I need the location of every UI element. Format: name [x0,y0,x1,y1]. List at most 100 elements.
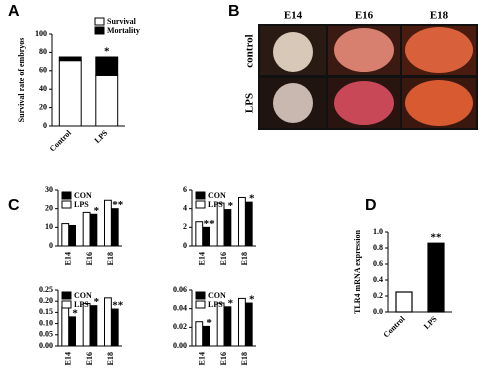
bar [82,211,91,247]
y-tick-label: 0.00 [39,341,53,350]
legend-swatch [94,17,105,26]
significance-marker: * [228,297,234,309]
image-content [273,32,313,72]
y-tick-label: 0.6 [373,259,383,268]
legend-label: Mortality [107,26,140,35]
bar [216,202,225,247]
y-tick-label: 20 [39,102,47,111]
column-label: E14 [284,10,303,22]
x-tick-label: E16 [219,352,228,365]
legend-label: LPS [74,200,89,209]
y-tick-label: 0.05 [39,330,53,339]
bar-segment [58,60,82,127]
panel-label: A [8,3,20,20]
bar-segment [95,56,119,76]
bar [61,223,70,247]
bar-segment [95,74,119,127]
row-label: LPS [244,93,256,113]
bar [238,196,246,247]
bar [61,306,70,347]
y-tick-label: 1.0 [373,227,383,236]
y-tick-label: 10 [45,222,53,231]
y-tick-label: 0.06 [173,285,187,294]
legend-swatch [61,191,72,200]
bar [244,302,253,347]
bar [68,316,76,347]
panel-label: D [365,197,377,214]
bar [202,226,210,247]
y-tick-label: 0.02 [173,322,187,331]
legend-label: CON [74,291,92,300]
legend-swatch [61,291,72,300]
y-tick-label: 80 [39,47,47,56]
legend-swatch [195,300,206,309]
significance-marker: ** [112,199,124,211]
y-tick-label: 0.15 [39,307,53,316]
bar [238,297,246,347]
panel-label: B [228,3,240,20]
legend-swatch [195,200,206,209]
panel-label: C [8,197,20,214]
legend-label: LPS [208,200,223,209]
bar-segment [58,56,82,62]
significance-marker: ** [431,232,443,244]
y-tick-label: 30 [45,185,53,194]
significance-marker: * [249,294,255,306]
y-tick-label: 0.0 [373,307,383,316]
bar [104,199,112,247]
row-label: control [244,34,256,67]
bar [89,305,98,347]
legend-swatch [61,300,72,309]
y-tick-label: 0.04 [173,303,187,312]
bar [195,321,204,347]
y-tick-label: 40 [39,84,47,93]
bar [68,224,76,247]
y-tick-label: 0.8 [373,243,383,252]
y-tick-label: 60 [39,66,47,75]
significance-marker: * [72,307,78,319]
y-tick-label: 0.10 [39,318,53,327]
bar [216,302,225,347]
legend-swatch [195,191,206,200]
legend-swatch [61,200,72,209]
bar [202,325,210,347]
legend-swatch [94,26,105,35]
y-tick-label: 0.00 [173,341,187,350]
significance-marker: * [94,296,100,308]
x-tick-label: E18 [240,252,249,265]
y-tick-label: 0 [49,241,53,250]
bar [223,209,232,247]
y-tick-label: 20 [45,203,53,212]
bar [89,213,98,247]
significance-marker: * [94,205,100,217]
y-tick-label: 0.4 [373,275,383,284]
image-content [334,81,394,125]
x-tick-label: E18 [106,252,115,265]
bar [110,208,119,247]
x-tick-label: E18 [240,352,249,365]
y-tick-label: 0.20 [39,296,53,305]
y-tick-label: 0.2 [373,291,383,300]
bar [110,308,119,347]
bar [223,306,232,347]
significance-marker: * [206,317,212,329]
significance-marker: * [249,193,255,205]
x-tick-label: E14 [197,352,206,365]
legend-label: Survival [107,17,137,26]
x-tick-label: E16 [85,252,94,265]
bar [244,201,253,247]
significance-marker: * [104,46,110,58]
significance-marker: ** [204,218,216,230]
bar [82,302,91,347]
image-content [334,28,394,72]
y-tick-label: 0 [43,121,47,130]
legend-swatch [195,291,206,300]
column-label: E18 [430,10,449,22]
bar [427,242,445,313]
image-grid: E14 E16 E18 control LPS [244,10,478,130]
image-content [405,27,473,73]
significance-marker: * [228,200,234,212]
y-tick-label: 4 [183,203,187,212]
x-tick-label: E14 [197,252,206,265]
